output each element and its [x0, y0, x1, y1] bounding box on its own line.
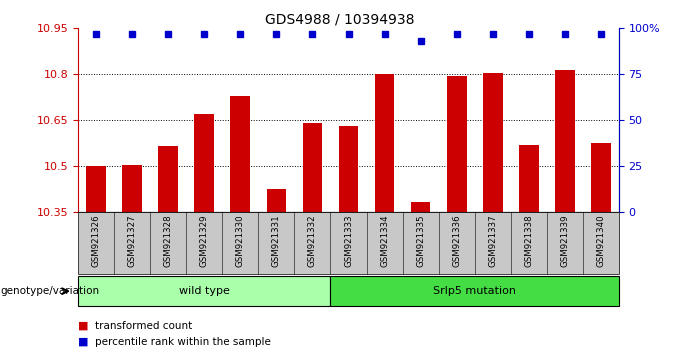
- Text: GSM921337: GSM921337: [488, 214, 497, 267]
- Bar: [519, 145, 539, 212]
- Bar: [231, 96, 250, 212]
- Text: GDS4988 / 10394938: GDS4988 / 10394938: [265, 12, 415, 27]
- Bar: [411, 202, 430, 212]
- Text: GSM921333: GSM921333: [344, 214, 353, 267]
- Bar: [483, 73, 503, 212]
- Text: genotype/variation: genotype/variation: [1, 286, 100, 296]
- Text: GSM921332: GSM921332: [308, 214, 317, 267]
- Bar: [339, 126, 358, 212]
- Text: GSM921339: GSM921339: [560, 214, 569, 267]
- Bar: [158, 147, 178, 212]
- Text: GSM921330: GSM921330: [236, 214, 245, 267]
- Bar: [122, 165, 142, 212]
- Bar: [303, 124, 322, 212]
- Text: ■: ■: [78, 337, 88, 347]
- Text: GSM921338: GSM921338: [524, 214, 533, 267]
- Bar: [194, 114, 214, 212]
- Text: GSM921327: GSM921327: [128, 214, 137, 267]
- Bar: [375, 74, 394, 212]
- Text: GSM921328: GSM921328: [164, 214, 173, 267]
- Text: GSM921340: GSM921340: [596, 214, 605, 267]
- Bar: [86, 166, 106, 212]
- Text: GSM921335: GSM921335: [416, 214, 425, 267]
- Bar: [555, 70, 575, 212]
- Bar: [447, 76, 466, 212]
- Text: GSM921326: GSM921326: [92, 214, 101, 267]
- Text: GSM921329: GSM921329: [200, 214, 209, 267]
- Text: percentile rank within the sample: percentile rank within the sample: [95, 337, 271, 347]
- Bar: [267, 189, 286, 212]
- Bar: [591, 143, 611, 212]
- Text: GSM921336: GSM921336: [452, 214, 461, 267]
- Text: wild type: wild type: [179, 286, 230, 296]
- Text: GSM921334: GSM921334: [380, 214, 389, 267]
- Text: transformed count: transformed count: [95, 321, 192, 331]
- Text: Srlp5 mutation: Srlp5 mutation: [433, 286, 516, 296]
- Text: ■: ■: [78, 321, 88, 331]
- Text: GSM921331: GSM921331: [272, 214, 281, 267]
